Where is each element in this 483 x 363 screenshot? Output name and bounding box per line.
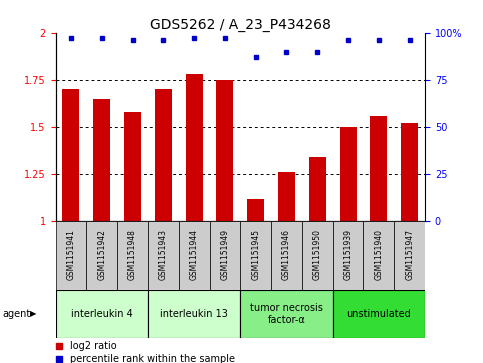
Bar — [117, 221, 148, 290]
Bar — [278, 172, 295, 221]
Bar — [340, 127, 356, 221]
Bar — [56, 290, 148, 338]
Bar — [271, 221, 302, 290]
Bar — [155, 89, 172, 221]
Bar — [56, 221, 86, 290]
Text: unstimulated: unstimulated — [346, 309, 411, 319]
Bar — [148, 221, 179, 290]
Text: tumor necrosis
factor-α: tumor necrosis factor-α — [250, 303, 323, 325]
Bar — [179, 221, 210, 290]
Bar — [401, 123, 418, 221]
Text: GSM1151940: GSM1151940 — [374, 229, 384, 280]
Text: percentile rank within the sample: percentile rank within the sample — [71, 354, 235, 363]
Bar — [216, 80, 233, 221]
Text: GSM1151946: GSM1151946 — [282, 229, 291, 280]
Bar — [333, 290, 425, 338]
Bar — [93, 99, 110, 221]
Bar — [86, 221, 117, 290]
Bar — [247, 199, 264, 221]
Text: GSM1151945: GSM1151945 — [251, 229, 260, 280]
Text: interleukin 4: interleukin 4 — [71, 309, 133, 319]
Text: agent: agent — [2, 309, 30, 319]
Bar — [309, 157, 326, 221]
Bar — [185, 74, 202, 221]
Text: GSM1151941: GSM1151941 — [67, 229, 75, 280]
Bar — [364, 221, 394, 290]
Text: GSM1151950: GSM1151950 — [313, 229, 322, 280]
Bar — [370, 116, 387, 221]
Bar — [124, 112, 141, 221]
Text: interleukin 13: interleukin 13 — [160, 309, 228, 319]
Bar — [62, 89, 79, 221]
Bar — [302, 221, 333, 290]
Text: GSM1151942: GSM1151942 — [97, 229, 106, 280]
Text: GSM1151949: GSM1151949 — [220, 229, 229, 280]
Bar — [148, 290, 241, 338]
Text: GSM1151943: GSM1151943 — [159, 229, 168, 280]
Text: GSM1151947: GSM1151947 — [405, 229, 414, 280]
Bar — [240, 290, 333, 338]
Text: ▶: ▶ — [30, 310, 37, 318]
Text: GSM1151944: GSM1151944 — [190, 229, 199, 280]
Text: GSM1151939: GSM1151939 — [343, 229, 353, 280]
Title: GDS5262 / A_23_P434268: GDS5262 / A_23_P434268 — [150, 18, 331, 32]
Bar — [240, 221, 271, 290]
Bar — [210, 221, 240, 290]
Text: GSM1151948: GSM1151948 — [128, 229, 137, 280]
Bar — [333, 221, 364, 290]
Bar — [394, 221, 425, 290]
Text: log2 ratio: log2 ratio — [71, 342, 117, 351]
